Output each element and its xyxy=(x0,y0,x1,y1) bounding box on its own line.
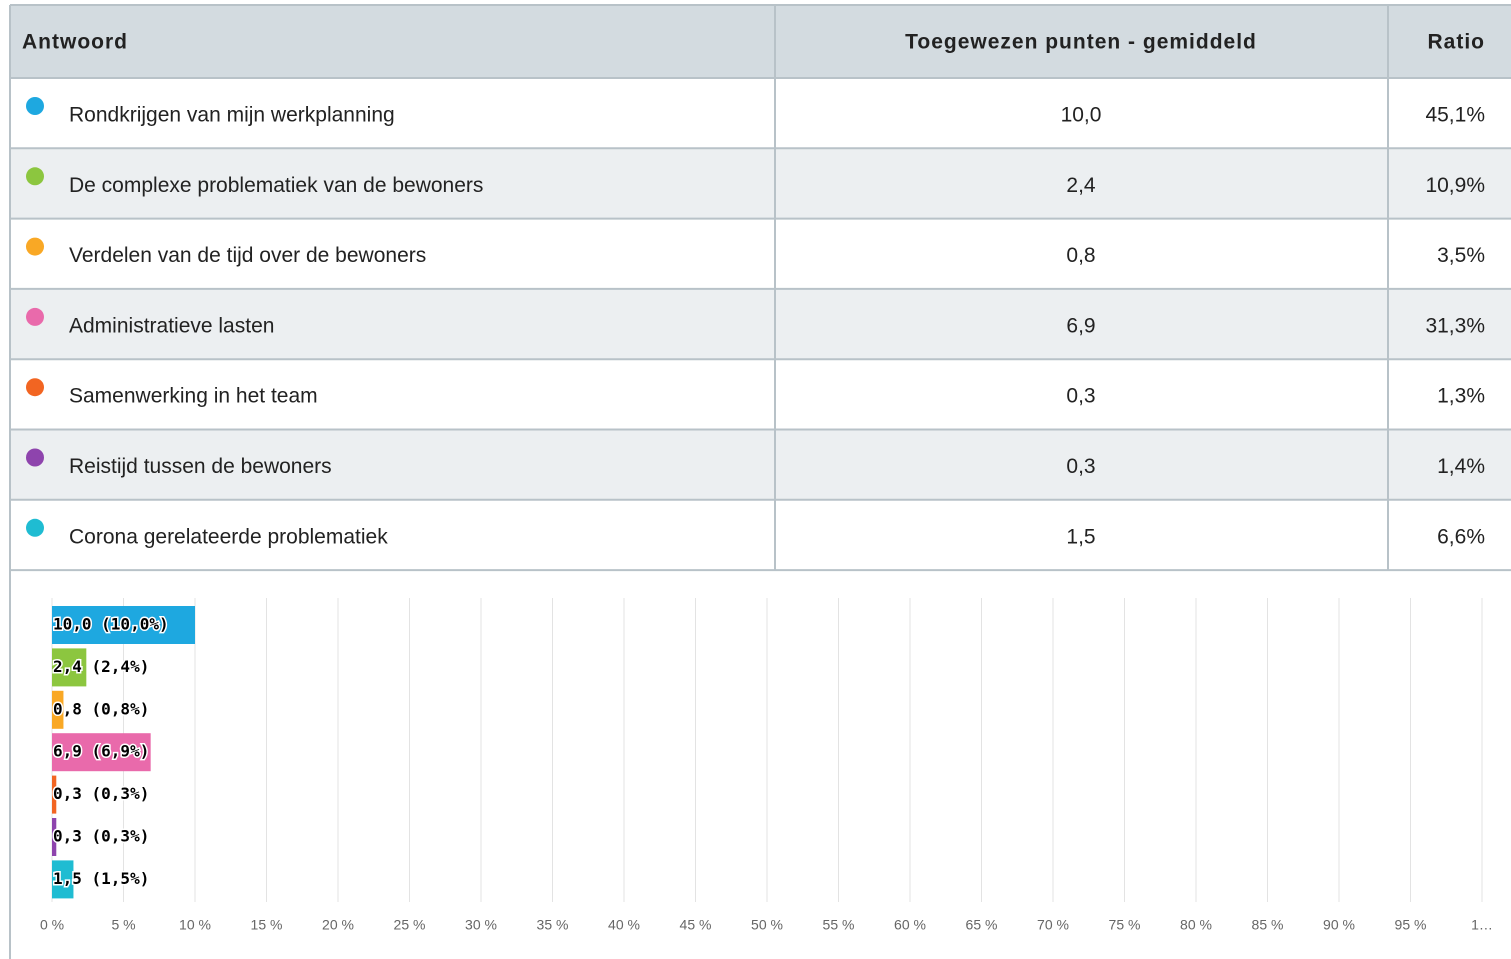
x-tick-label: 75 % xyxy=(1109,917,1141,933)
x-tick-label: 0 % xyxy=(40,917,64,933)
x-tick-label: 50 % xyxy=(751,917,783,933)
bar xyxy=(52,775,57,814)
table-row xyxy=(10,429,1511,500)
table-row xyxy=(10,499,1511,571)
header-row xyxy=(10,5,1511,78)
x-tick-label: 15 % xyxy=(251,917,283,933)
header-cell: Antwoord xyxy=(22,31,128,54)
x-tick-label: 40 % xyxy=(608,917,640,933)
ratio-cell: 1,3% xyxy=(1437,385,1485,408)
ratio-cell: 45,1% xyxy=(1425,104,1485,127)
x-tick-label: 1… xyxy=(1471,917,1493,933)
bar xyxy=(52,690,64,729)
points-cell: 0,3 xyxy=(1066,385,1095,408)
answer-label: Verdelen van de tijd over de bewoners xyxy=(69,244,426,267)
value-label: 0,3 (0,3%) xyxy=(53,827,149,846)
bar xyxy=(52,606,195,644)
bar xyxy=(52,818,57,856)
table-row xyxy=(10,148,1511,219)
ratio-cell: 10,9% xyxy=(1425,174,1485,197)
legend-dot xyxy=(26,97,44,115)
x-tick-label: 10 % xyxy=(179,917,211,933)
value-label: 2,4 (2,4%) xyxy=(53,657,149,676)
answer-label: Rondkrijgen van mijn werkplanning xyxy=(69,104,395,127)
legend-dot xyxy=(26,448,44,467)
x-tick-label: 60 % xyxy=(894,917,926,933)
legend-dot xyxy=(26,307,44,326)
bar xyxy=(52,733,151,772)
x-tick-label: 20 % xyxy=(322,917,354,933)
points-cell: 10,0 xyxy=(1061,104,1102,127)
x-tick-label: 30 % xyxy=(465,917,497,933)
answer-label: Reistijd tussen de bewoners xyxy=(69,455,332,478)
value-label: 10,0 (10,0%) xyxy=(53,615,169,634)
x-tick-label: 5 % xyxy=(111,917,135,933)
points-cell: 0,8 xyxy=(1066,244,1095,267)
x-tick-label: 45 % xyxy=(680,917,712,933)
ratio-cell: 3,5% xyxy=(1437,244,1485,267)
points-cell: 2,4 xyxy=(1066,174,1096,197)
legend-dot xyxy=(26,237,44,256)
x-tick-label: 25 % xyxy=(394,917,426,933)
answer-label: Corona gerelateerde problematiek xyxy=(69,525,388,548)
points-cell: 1,5 xyxy=(1066,525,1095,548)
value-label: 0,8 (0,8%) xyxy=(53,699,149,718)
ratio-cell: 31,3% xyxy=(1425,314,1485,337)
points-cell: 6,9 xyxy=(1066,314,1095,337)
legend-dot xyxy=(26,518,44,537)
x-tick-label: 90 % xyxy=(1323,917,1355,933)
header-cell: Toegewezen punten - gemiddeld xyxy=(905,31,1257,54)
header-cell: Ratio xyxy=(1428,31,1486,54)
table-row xyxy=(10,78,1511,149)
x-tick-label: 55 % xyxy=(823,917,855,933)
x-tick-label: 65 % xyxy=(966,917,998,933)
table-row xyxy=(10,288,1511,360)
x-tick-label: 80 % xyxy=(1180,917,1212,933)
x-tick-label: 95 % xyxy=(1395,917,1427,933)
value-label: 1,5 (1,5%) xyxy=(53,869,149,888)
value-label: 0,3 (0,3%) xyxy=(53,784,149,803)
points-cell: 0,3 xyxy=(1066,455,1095,478)
bar xyxy=(52,648,87,687)
answer-label: De complexe problematiek van de bewoners xyxy=(69,174,483,197)
value-label: 6,9 (6,9%) xyxy=(53,742,149,761)
ratio-cell: 1,4% xyxy=(1437,455,1485,478)
legend-dot xyxy=(26,378,44,397)
bar xyxy=(52,860,74,899)
table-row xyxy=(10,218,1511,289)
x-tick-label: 70 % xyxy=(1037,917,1069,933)
legend-dot xyxy=(26,167,44,186)
ratio-cell: 6,6% xyxy=(1437,525,1485,548)
x-tick-label: 85 % xyxy=(1252,917,1284,933)
table-row xyxy=(10,359,1511,430)
answer-label: Samenwerking in het team xyxy=(69,385,318,408)
x-tick-label: 35 % xyxy=(537,917,569,933)
answer-label: Administratieve lasten xyxy=(69,314,274,337)
